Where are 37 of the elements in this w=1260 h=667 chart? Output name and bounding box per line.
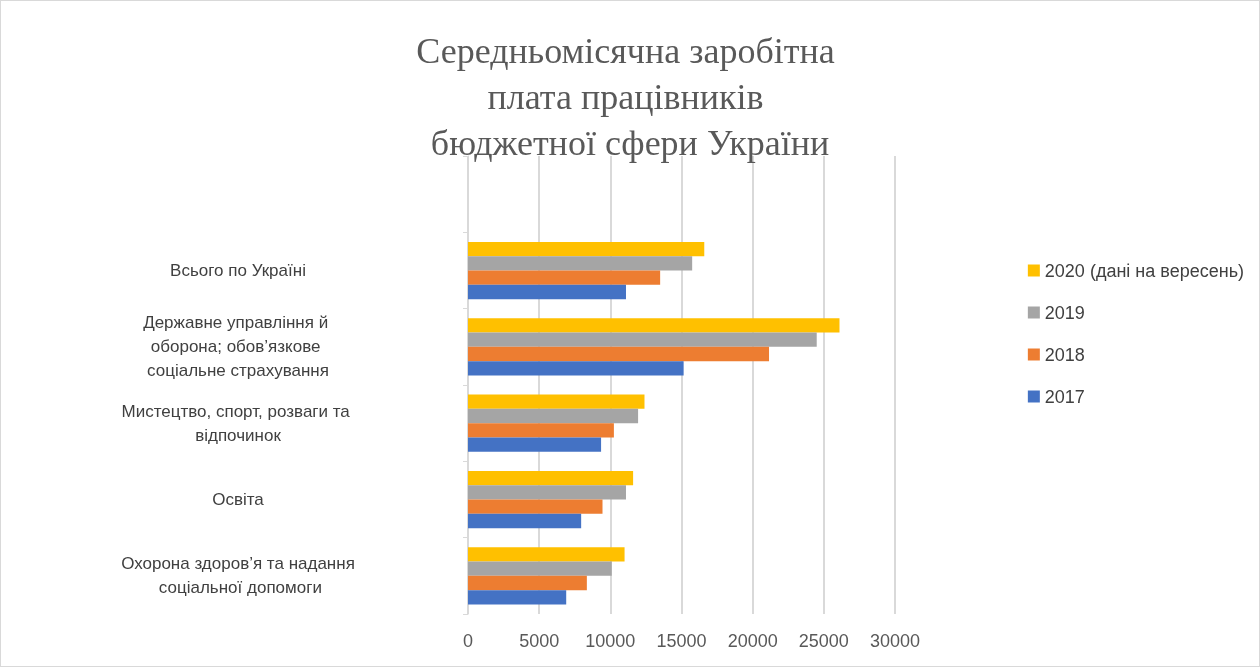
x-tick-label: 10000 — [585, 631, 636, 651]
legend-label: 2017 — [1044, 386, 1085, 407]
x-tick-label: 30000 — [869, 631, 921, 651]
bar — [468, 590, 567, 605]
bar — [468, 256, 693, 271]
bar — [468, 346, 770, 362]
y-tick-label: Освіта — [212, 490, 265, 509]
legend-label: 2018 — [1044, 344, 1085, 365]
x-tick-label: 5000 — [519, 631, 560, 651]
bar — [468, 284, 626, 300]
bar — [468, 485, 626, 500]
bar — [468, 241, 705, 257]
x-tick-label: 20000 — [727, 631, 778, 651]
bar — [468, 332, 817, 347]
x-tick-label: 0 — [462, 631, 474, 651]
y-tick-label: Мистецтво, спорт, розваги та відпочинок — [121, 401, 355, 445]
bar — [468, 408, 639, 424]
chart-title: Середньомісячна заробітна плата працівників бюджетної сфери України — [416, 31, 844, 163]
bar — [468, 423, 614, 438]
x-tick-label: 25000 — [798, 631, 849, 651]
bar — [468, 575, 587, 591]
legend-label: 2020 (дані на вересень) — [1044, 260, 1245, 281]
bar — [468, 270, 661, 285]
y-tick-label: Всього по Україні — [170, 261, 306, 280]
bar — [468, 394, 645, 409]
bar — [468, 499, 603, 514]
bar — [468, 513, 582, 529]
bar — [468, 470, 634, 486]
y-tick-label: Охорона здоров’я та надання соціальної допомоги — [121, 554, 355, 598]
bar — [468, 318, 840, 333]
y-tick-label: Державне управління й оборона; обов’язкове соціальне страхування — [143, 313, 333, 381]
bar — [468, 437, 602, 452]
bar — [468, 361, 684, 376]
bar — [468, 561, 612, 576]
bar — [468, 547, 625, 562]
legend-label: 2019 — [1044, 302, 1085, 323]
x-tick-label: 15000 — [656, 631, 707, 651]
